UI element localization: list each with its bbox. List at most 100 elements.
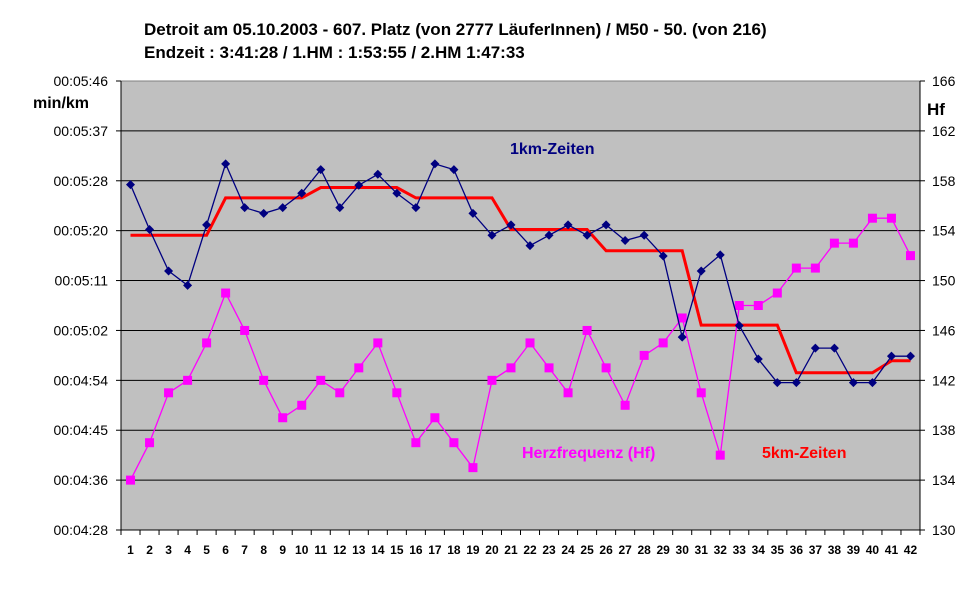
data-point bbox=[734, 321, 744, 331]
data-point bbox=[905, 351, 915, 361]
data-point bbox=[544, 230, 554, 240]
y-tick-label: 00:04:36 bbox=[54, 472, 109, 488]
y2-tick-label: 162 bbox=[932, 123, 956, 139]
x-tick-label: 37 bbox=[809, 543, 823, 557]
chart-title: Detroit am 05.10.2003 - 607. Platz (von … bbox=[144, 20, 767, 39]
data-point bbox=[316, 375, 326, 385]
data-point bbox=[677, 313, 687, 323]
y2-tick-label: 158 bbox=[932, 173, 956, 189]
y-axis-left: 00:04:28 00:04:36 00:04:45 00:04:54 00:05:02… bbox=[54, 73, 122, 538]
data-point bbox=[145, 225, 155, 235]
y-tick-label: 00:05:46 bbox=[54, 73, 109, 89]
y2-tick-label: 134 bbox=[932, 472, 956, 488]
data-point bbox=[753, 301, 763, 310]
x-axis: 1 2 3 4 5 6 7 8 9 10 11 12 13 14 15 16 17 18 19 20 21 22 23 24 2… bbox=[120, 529, 921, 557]
x-tick-label: 28 bbox=[637, 543, 651, 557]
data-point bbox=[696, 388, 706, 398]
data-point bbox=[810, 343, 820, 353]
data-point bbox=[316, 165, 326, 175]
data-point bbox=[658, 338, 668, 348]
y2-tick-label: 146 bbox=[932, 322, 956, 338]
data-point bbox=[487, 230, 497, 240]
x-tick-label: 12 bbox=[333, 543, 347, 557]
data-point bbox=[430, 413, 440, 423]
data-point bbox=[392, 388, 402, 398]
x-tick-label: 26 bbox=[599, 543, 613, 557]
data-point bbox=[525, 338, 535, 348]
x-tick-label: 29 bbox=[656, 543, 670, 557]
x-tick-label: 13 bbox=[352, 543, 366, 557]
x-tick-label: 31 bbox=[695, 543, 709, 557]
data-point bbox=[829, 238, 839, 248]
data-point bbox=[202, 338, 212, 348]
data-point bbox=[886, 351, 896, 361]
series-herzfrequenz-hf- bbox=[126, 213, 915, 485]
data-point bbox=[240, 325, 250, 335]
x-tick-label: 1 bbox=[127, 543, 134, 557]
data-point bbox=[468, 463, 478, 473]
data-point bbox=[848, 238, 858, 248]
data-point bbox=[259, 208, 269, 218]
data-point bbox=[411, 438, 421, 448]
y-tick-label: 00:04:54 bbox=[54, 372, 109, 388]
data-point bbox=[848, 378, 858, 388]
data-point bbox=[506, 220, 516, 230]
data-point bbox=[791, 263, 801, 273]
data-point bbox=[677, 332, 687, 342]
data-point bbox=[373, 338, 383, 348]
data-point bbox=[696, 266, 706, 276]
x-tick-label: 21 bbox=[504, 543, 518, 557]
series-5km-zeiten bbox=[130, 186, 911, 375]
x-tick-label: 4 bbox=[184, 543, 191, 557]
data-point bbox=[867, 213, 877, 223]
x-tick-label: 39 bbox=[847, 543, 861, 557]
x-tick-label: 11 bbox=[314, 543, 327, 557]
y2-tick-label: 142 bbox=[932, 372, 956, 388]
data-point bbox=[202, 220, 212, 230]
data-point bbox=[563, 388, 573, 398]
data-point bbox=[297, 188, 307, 198]
data-point bbox=[145, 438, 155, 448]
data-point bbox=[601, 363, 611, 373]
annotation-1km: 1km-Zeiten bbox=[510, 141, 594, 158]
data-point bbox=[867, 378, 877, 388]
x-tick-label: 34 bbox=[752, 543, 766, 557]
x-tick-label: 9 bbox=[279, 543, 286, 557]
x-tick-label: 40 bbox=[866, 543, 880, 557]
data-point bbox=[772, 288, 782, 298]
x-tick-label: 10 bbox=[295, 543, 309, 557]
data-point bbox=[335, 203, 345, 213]
data-point bbox=[582, 230, 592, 240]
data-point bbox=[620, 235, 630, 245]
y-tick-label: 00:05:02 bbox=[54, 322, 109, 338]
data-point bbox=[620, 400, 630, 410]
data-point bbox=[335, 388, 345, 398]
data-point bbox=[373, 169, 383, 179]
data-point bbox=[392, 188, 402, 198]
data-point bbox=[126, 475, 136, 485]
y2-tick-label: 154 bbox=[932, 223, 956, 239]
x-tick-label: 15 bbox=[390, 543, 404, 557]
data-point bbox=[449, 165, 459, 175]
data-point bbox=[734, 301, 744, 310]
x-tick-label: 16 bbox=[409, 543, 423, 557]
y-axis-label: min/km bbox=[33, 95, 89, 112]
data-point bbox=[829, 343, 839, 353]
chart-subtitle: Endzeit : 3:41:28 / 1.HM : 1:53:55 / 2.H… bbox=[144, 43, 525, 62]
data-point bbox=[354, 363, 364, 373]
data-point bbox=[886, 213, 896, 223]
y2-tick-label: 150 bbox=[932, 273, 956, 289]
data-point bbox=[753, 354, 763, 364]
data-point bbox=[715, 250, 725, 260]
series-1km-zeiten bbox=[126, 159, 915, 388]
annotation-5km: 5km-Zeiten bbox=[762, 445, 846, 462]
x-tick-label: 38 bbox=[828, 543, 842, 557]
plot-area bbox=[121, 81, 920, 530]
data-point bbox=[278, 203, 288, 213]
y-tick-label: 00:04:45 bbox=[54, 422, 109, 438]
data-point bbox=[563, 220, 573, 230]
y-tick-label: 00:05:37 bbox=[54, 123, 109, 139]
series-layer bbox=[126, 159, 915, 485]
x-tick-label: 7 bbox=[241, 543, 248, 557]
